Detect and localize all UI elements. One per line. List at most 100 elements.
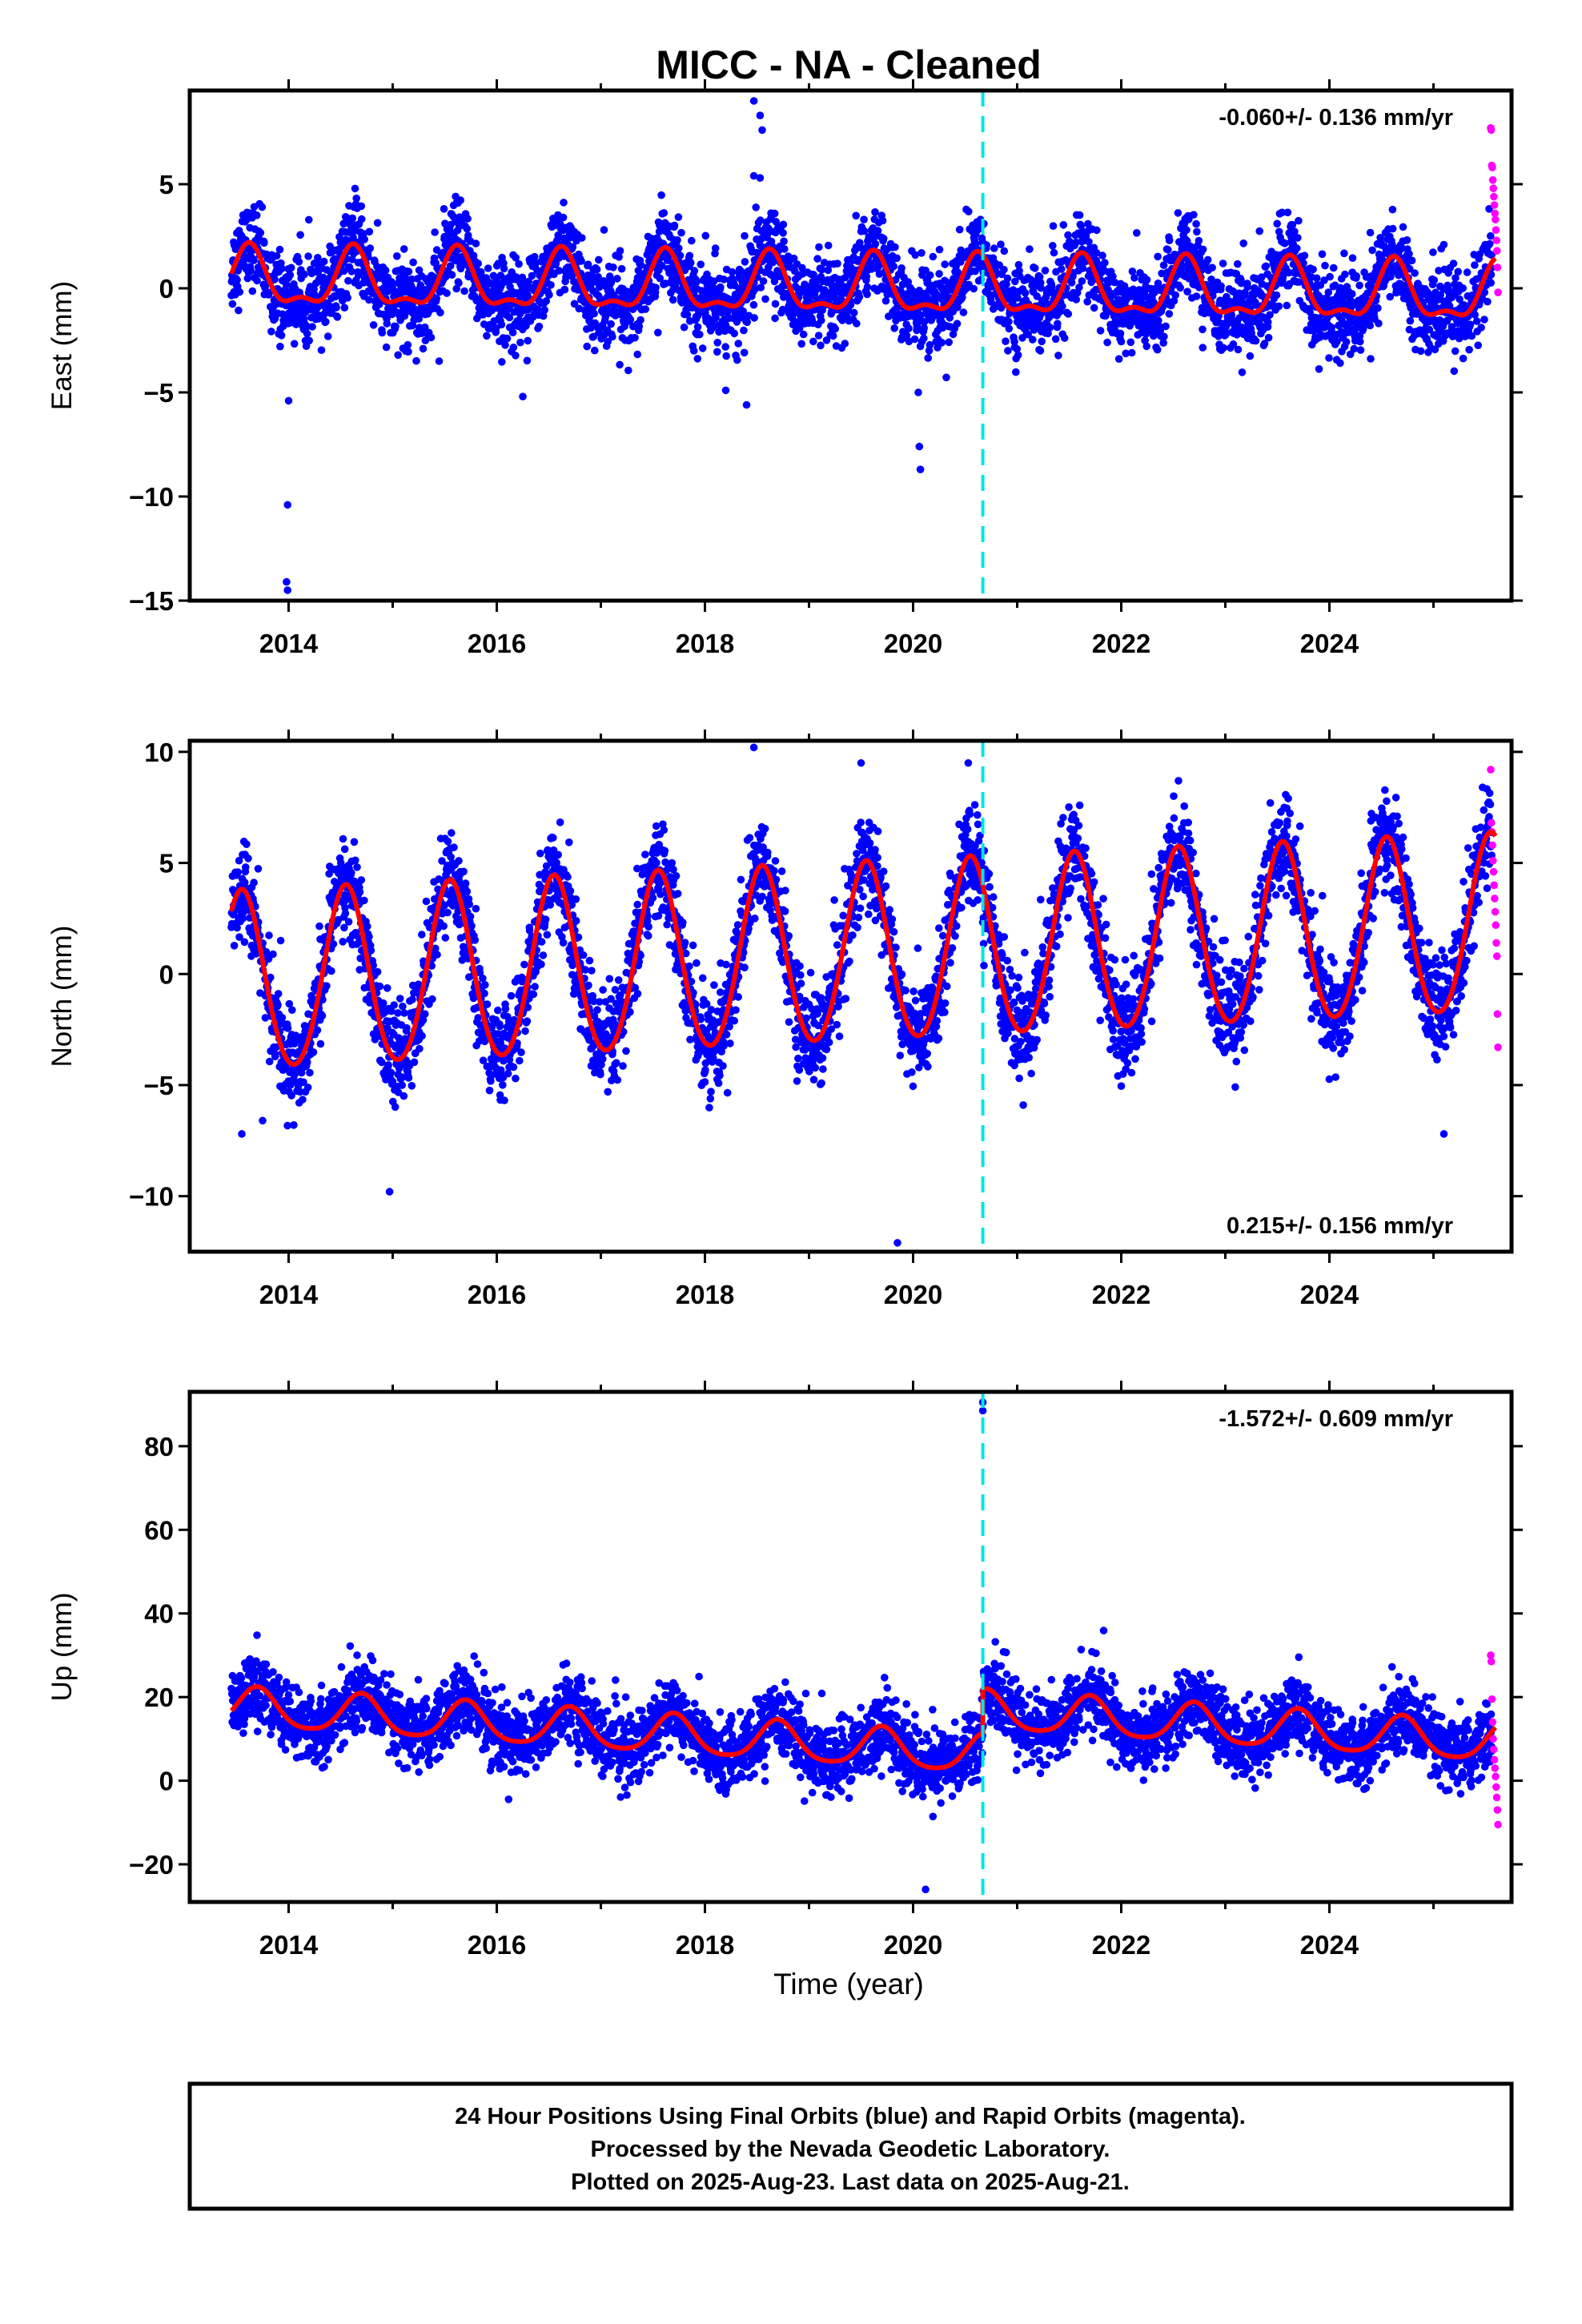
data-point	[400, 245, 408, 253]
data-point	[1300, 251, 1309, 260]
data-point	[327, 967, 335, 975]
data-point	[300, 270, 308, 279]
data-point	[1126, 338, 1135, 347]
data-point	[1165, 236, 1174, 245]
data-point	[734, 340, 742, 348]
data-point	[250, 879, 258, 887]
data-point	[759, 277, 768, 285]
data-point	[365, 227, 374, 236]
data-point	[626, 316, 635, 324]
rapid-orbit-point	[1490, 201, 1499, 209]
data-point	[1030, 264, 1039, 272]
data-point	[418, 931, 426, 939]
data-point	[1484, 297, 1492, 306]
data-point	[740, 348, 749, 357]
data-point	[1342, 338, 1351, 346]
data-point	[1075, 211, 1084, 219]
data-point	[1174, 209, 1182, 217]
data-point	[897, 264, 905, 272]
data-point	[1051, 335, 1060, 344]
data-point	[1162, 322, 1170, 331]
data-point	[1454, 267, 1462, 276]
data-point	[410, 1058, 419, 1067]
data-point	[698, 344, 707, 352]
data-point	[1471, 311, 1479, 319]
data-point	[712, 314, 720, 322]
data-point	[503, 334, 512, 343]
data-point	[749, 300, 758, 309]
outlier-point	[758, 126, 766, 135]
data-point	[416, 1044, 424, 1053]
data-point	[505, 313, 514, 322]
data-point	[421, 336, 430, 345]
data-point	[693, 278, 701, 286]
x-tick-label: 2020	[884, 629, 942, 658]
data-point	[314, 254, 322, 262]
data-point	[291, 1071, 299, 1079]
data-point	[1164, 246, 1172, 254]
data-point	[855, 293, 864, 301]
data-point	[1352, 272, 1360, 280]
data-point	[497, 320, 506, 329]
data-point	[945, 338, 953, 347]
data-point	[657, 191, 665, 199]
data-point	[1273, 219, 1281, 228]
data-point	[740, 326, 748, 335]
data-point	[941, 260, 949, 268]
data-point	[365, 932, 373, 941]
data-point	[250, 256, 258, 264]
data-point	[343, 294, 352, 302]
data-point	[633, 350, 641, 359]
data-point	[299, 1096, 307, 1104]
data-point	[540, 306, 548, 314]
y-tick-label: 0	[159, 274, 174, 304]
data-point	[256, 228, 265, 237]
data-point	[750, 314, 758, 322]
data-point	[631, 333, 639, 342]
data-point	[689, 347, 698, 355]
data-point	[1309, 265, 1317, 274]
data-point	[305, 336, 314, 345]
data-point	[276, 342, 284, 351]
data-point	[1264, 333, 1273, 342]
data-point	[697, 260, 705, 269]
data-point	[448, 829, 456, 837]
data-point	[235, 287, 244, 296]
data-point	[1096, 327, 1105, 335]
data-point	[1014, 351, 1022, 360]
data-point	[779, 229, 787, 237]
data-point	[310, 285, 319, 293]
outlier-point	[742, 400, 751, 409]
data-point	[1000, 247, 1009, 255]
data-point	[383, 320, 391, 328]
data-point	[781, 245, 789, 253]
data-point	[1255, 227, 1263, 235]
data-point	[1283, 208, 1292, 217]
y-tick-label: −5	[143, 378, 174, 408]
data-point	[265, 931, 273, 939]
data-point	[1059, 221, 1068, 229]
data-point	[352, 194, 361, 203]
data-point	[420, 1010, 429, 1018]
data-point	[396, 995, 404, 1003]
data-point	[673, 236, 681, 244]
data-point	[1341, 270, 1349, 279]
data-point	[501, 341, 509, 349]
data-point	[559, 213, 568, 222]
data-point	[997, 240, 1005, 249]
data-point	[591, 346, 599, 355]
data-point	[271, 1052, 279, 1060]
data-point	[609, 263, 617, 271]
x-tick-label: 2024	[1300, 629, 1359, 658]
data-point	[391, 322, 400, 331]
data-point	[878, 216, 887, 225]
data-point	[444, 908, 452, 917]
data-point	[404, 340, 412, 349]
data-point	[276, 936, 285, 945]
data-point	[340, 845, 349, 854]
data-point	[267, 328, 275, 336]
data-point	[408, 275, 416, 283]
data-point	[535, 322, 544, 331]
data-point	[466, 912, 475, 921]
data-point	[391, 1103, 400, 1112]
